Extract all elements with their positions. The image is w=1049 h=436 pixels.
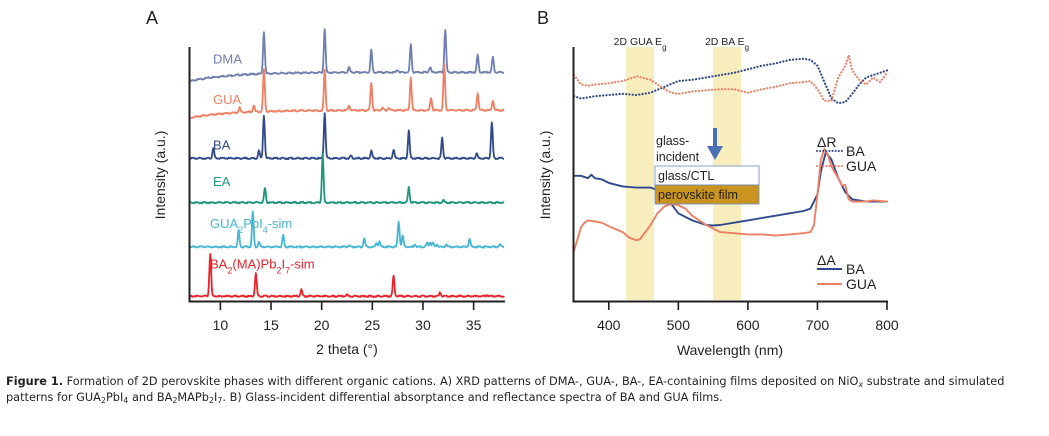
annotation-text: incident (656, 150, 700, 164)
layer-label: glass/CTL (658, 169, 714, 183)
caption-text: Formation of 2D perovskite phases with d… (6, 375, 1005, 405)
band-label: 2D BA Eg (705, 36, 749, 52)
series-line-da-gua (573, 147, 888, 252)
series-label: GUA (213, 92, 242, 107)
series-line-ba2-ma-pb2i7-sim (189, 253, 505, 298)
x-tick-label: 600 (736, 317, 760, 333)
x-tick-label: 800 (875, 317, 899, 333)
legend-entry: GUA (846, 276, 877, 292)
x-tick-label: 400 (597, 317, 621, 333)
series-line-dr-ba (572, 57, 889, 105)
series-label: BA (213, 137, 231, 152)
legend-title: ΔR (817, 134, 836, 150)
arrow-down-icon (707, 146, 723, 160)
figure-canvas: A DMAGUABAEAGUA2PbI4-simBA2(MA)Pb2I7-sim… (146, 8, 899, 358)
x-tick-label: 500 (667, 317, 691, 333)
arrow-shaft (713, 128, 717, 148)
y-axis-label: Intensity (a.u.) (537, 131, 553, 220)
x-tick-label: 30 (415, 317, 431, 333)
series-line-dma (189, 28, 505, 82)
x-tick-label: 25 (365, 317, 381, 333)
y-axis-label: Intensity (a.u.) (152, 131, 168, 220)
legend-title: ΔA (817, 252, 836, 268)
panel-a-label: A (146, 8, 158, 28)
series-line-gua (189, 63, 505, 119)
layer-label: perovskite film (658, 188, 738, 202)
annotation-text: glass- (656, 134, 689, 148)
panel-a: A DMA GUA BA EA GUA2PbI4-sim BA2(MA)Pb2I7-sim… (146, 8, 505, 357)
panel-b: B 2D GUA Eg 2D BA Eg glass-incident glass/… (537, 8, 899, 358)
legend-entry: GUA (846, 158, 877, 174)
x-axis-label: 2 theta (°) (316, 341, 378, 357)
series-line-dr-gua (572, 54, 889, 102)
x-tick-label: 700 (806, 317, 830, 333)
series-line-ea (189, 153, 505, 205)
series-line-ba (189, 112, 505, 160)
series-label: BA2(MA)Pb2I7-sim (210, 256, 315, 275)
series-label: GUA2PbI4-sim (210, 216, 292, 235)
x-tick-label: 15 (263, 317, 279, 333)
panel-b-label: B (537, 8, 549, 28)
band-label: 2D GUA Eg (614, 36, 667, 52)
x-tick-label: 20 (314, 317, 330, 333)
x-axis-label: Wavelength (nm) (677, 342, 783, 358)
series-label: EA (213, 174, 231, 189)
x-tick-label: 35 (466, 317, 482, 333)
legend-entry: BA (846, 261, 865, 277)
legend-entry: BA (846, 143, 865, 159)
series-label: DMA (213, 51, 242, 66)
x-tick-label: 10 (213, 317, 229, 333)
layer-box (654, 184, 760, 205)
band-shade (626, 47, 654, 300)
series-line-gua2pbi4-sim (189, 210, 505, 249)
caption-label: Figure 1. (6, 375, 64, 388)
figure-caption: Figure 1. Formation of 2D perovskite pha… (6, 374, 1046, 405)
